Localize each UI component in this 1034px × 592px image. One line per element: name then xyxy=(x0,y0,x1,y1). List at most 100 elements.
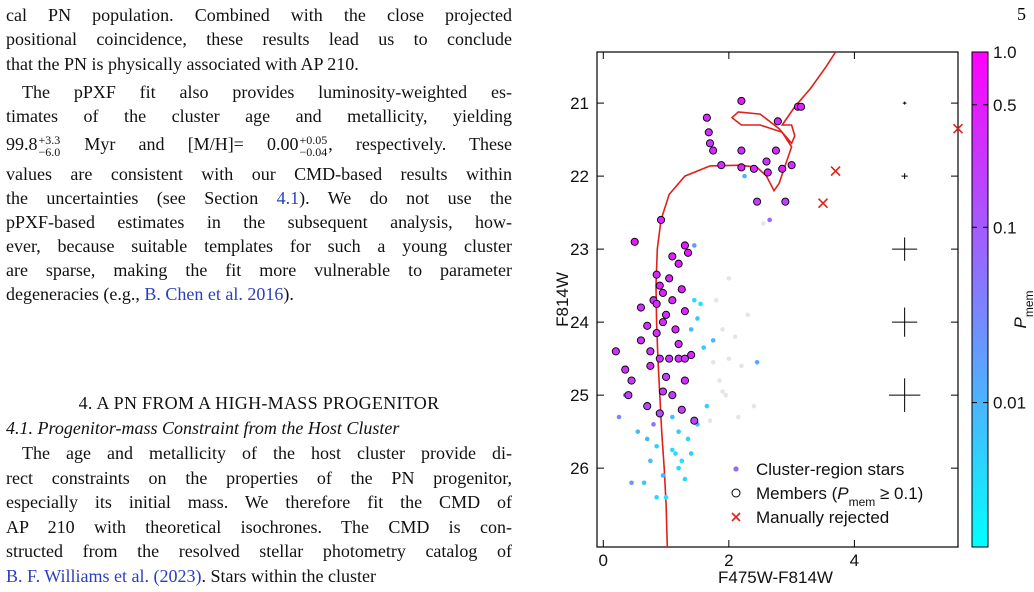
star-point xyxy=(735,414,741,420)
text-line: pPXF-based estimates in the subsequent a… xyxy=(6,211,512,233)
reference-link: B. Chen et al. 2016 xyxy=(144,284,284,304)
text-line: timates of the cluster age and metallici… xyxy=(6,105,512,127)
member-point xyxy=(611,347,620,356)
y-tick-label: 21 xyxy=(570,94,589,113)
star-point xyxy=(710,338,716,343)
x-axis-label: F475W-F814W xyxy=(718,568,833,587)
text-line: structed from the resolved stellar photo… xyxy=(6,540,512,562)
y-tick-label: 25 xyxy=(570,386,589,405)
star-point xyxy=(726,276,732,281)
text-line: are sparse, making the fit more vulnerab… xyxy=(6,259,512,281)
member-point xyxy=(680,376,689,385)
member-point xyxy=(737,163,746,172)
text-line: AP 210 with theoretical isochrones. The … xyxy=(6,516,512,538)
text: positional coincidence, these results le… xyxy=(6,29,512,49)
text: AP 210 with theoretical isochrones. The … xyxy=(6,516,512,537)
star-point xyxy=(660,473,666,478)
member-point xyxy=(787,161,796,170)
member-point xyxy=(656,215,666,224)
text: are sparse, making the fit more vulnerab… xyxy=(6,260,512,280)
member-point xyxy=(658,387,667,396)
star-point xyxy=(751,403,757,409)
member-point xyxy=(687,350,696,360)
superscript: +3.3 xyxy=(38,132,61,147)
member-point xyxy=(763,168,772,177)
colorbar-label: Pmem xyxy=(1011,290,1034,328)
legend-label: Members (Pmem ≥ 0.1) xyxy=(756,484,923,509)
x-tick-label: 4 xyxy=(850,551,859,570)
member-point xyxy=(683,248,693,257)
text-line: cal PN population. Combined with the clo… xyxy=(6,4,512,26)
star-point xyxy=(670,447,675,453)
y-tick-label: 22 xyxy=(570,167,589,186)
member-point xyxy=(624,391,633,400)
text: ). xyxy=(283,284,294,304)
text: especially its initial mass. We therefor… xyxy=(6,492,512,513)
member-point xyxy=(709,146,718,155)
member-point xyxy=(658,318,667,327)
member-point xyxy=(643,402,652,411)
member-point xyxy=(668,252,677,261)
star-point xyxy=(754,359,760,365)
member-point xyxy=(677,285,686,294)
text: ever, because suitable templates for suc… xyxy=(6,236,512,256)
star-point xyxy=(713,297,719,303)
legend-label: Manually rejected xyxy=(756,508,889,527)
x-tick-label: 0 xyxy=(599,551,608,570)
star-point xyxy=(641,480,647,486)
star-point xyxy=(732,334,738,340)
plot-frame xyxy=(596,51,959,548)
text: rect constraints on the properties of th… xyxy=(6,467,512,488)
star-point xyxy=(676,429,681,434)
member-point xyxy=(646,361,655,370)
text-line: B. F. Williams et al. (2023). Stars with… xyxy=(6,565,512,587)
star-point xyxy=(698,301,703,307)
rejected-marker xyxy=(817,198,829,209)
member-point xyxy=(652,270,661,279)
italic-symbol: P xyxy=(1011,317,1030,329)
member-point xyxy=(737,146,746,155)
text: . Stars within the cluster xyxy=(201,566,376,586)
member-point xyxy=(668,391,677,400)
member-point xyxy=(658,288,667,297)
legend-marker xyxy=(731,488,741,498)
text-line: especially its initial mass. We therefor… xyxy=(6,491,512,513)
member-point xyxy=(702,113,711,122)
member-point xyxy=(717,161,726,170)
italic-symbol: P xyxy=(837,484,849,503)
text: structed from the resolved stellar photo… xyxy=(6,541,512,562)
text-line: that the PN is physically associated wit… xyxy=(6,53,512,75)
text-line: the uncertainties (see Section 4.1). We … xyxy=(6,187,512,209)
star-point xyxy=(720,389,725,394)
member-point xyxy=(674,339,683,349)
y-tick-label: 24 xyxy=(570,313,589,332)
text-line: The age and metallicity of the host clus… xyxy=(6,442,512,464)
subscript: −0.04 xyxy=(299,144,328,159)
text-line: values are consistent with our CMD-based… xyxy=(6,163,512,185)
text: pPXF-based estimates in the subsequent a… xyxy=(6,212,512,232)
text: degeneracies (e.g., xyxy=(6,284,145,304)
member-point xyxy=(677,405,686,414)
x-tick-label: 2 xyxy=(724,551,733,570)
star-point xyxy=(651,422,656,427)
member-point xyxy=(636,336,645,345)
member-point xyxy=(621,365,630,374)
member-point xyxy=(665,274,674,283)
member-point xyxy=(652,329,661,338)
member-point xyxy=(646,347,655,356)
star-point xyxy=(654,443,659,449)
text: the uncertainties (see Section xyxy=(6,188,277,208)
star-point xyxy=(663,495,669,500)
star-point xyxy=(726,356,732,361)
member-point xyxy=(737,96,746,105)
member-point xyxy=(674,259,683,268)
star-point xyxy=(648,458,653,464)
member-point xyxy=(662,372,671,381)
text-line: The pPXF fit also provides luminosity-we… xyxy=(6,81,512,103)
legend-marker xyxy=(731,512,741,522)
member-point xyxy=(749,164,759,173)
text-line: degeneracies (e.g., B. Chen et al. 2016)… xyxy=(6,283,512,305)
member-point xyxy=(636,303,645,312)
